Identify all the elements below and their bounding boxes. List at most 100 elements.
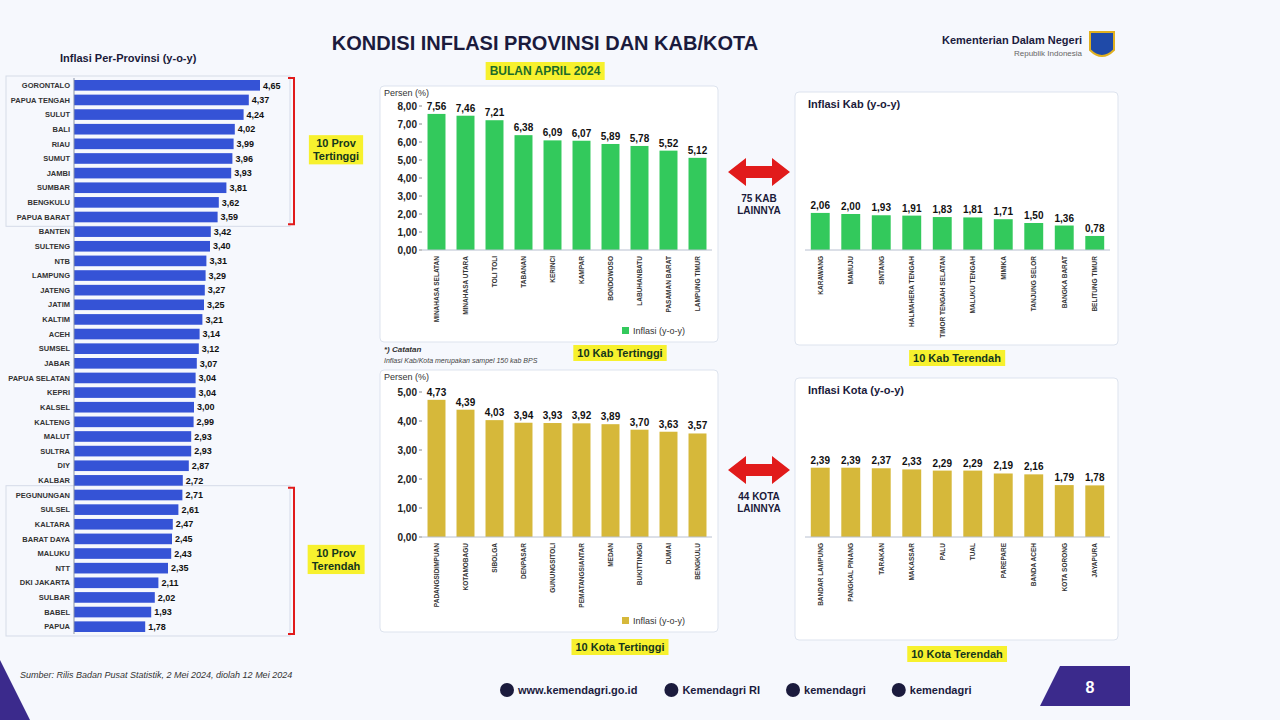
background (0, 0, 1280, 720)
data-label: 2,29 (963, 458, 983, 469)
category-label: BARAT DAYA (22, 535, 70, 544)
highlight (907, 646, 1007, 662)
data-label: 3,81 (229, 183, 247, 193)
axis-line (74, 78, 75, 634)
data-label: 2,93 (194, 432, 212, 442)
category-label: HALMAHERA TENGAH (908, 256, 915, 327)
page-number-box (1040, 666, 1130, 706)
bracket (288, 78, 294, 224)
category-label: PEGUNUNGAN (16, 491, 70, 500)
data-label: 4,65 (263, 81, 281, 91)
bar (631, 430, 649, 537)
category-label: PAPUA BARAT (17, 213, 71, 222)
link-icon (664, 683, 678, 697)
bar (74, 417, 194, 428)
bar (74, 460, 189, 471)
bars (811, 468, 1104, 537)
category-label: GORONTALO (22, 81, 70, 90)
category-label: SULBAR (39, 593, 71, 602)
data-label: 0,78 (1085, 223, 1105, 234)
tick-label: 7,00 (398, 119, 418, 130)
caption: 10 Kota Tertinggi (575, 641, 664, 653)
category-label: SIBOLGA (491, 543, 498, 573)
category-label: PAPUA TENGAH (11, 96, 70, 105)
baseline (422, 537, 712, 538)
data-label: 2,29 (933, 458, 953, 469)
bar (872, 468, 891, 537)
tick-label: 3,00 (398, 445, 418, 456)
data-label: 1,71 (994, 206, 1014, 217)
bar (74, 592, 155, 603)
category-label: RIAU (52, 140, 70, 149)
category-label: SULTRA (40, 447, 70, 456)
category-label: BABEL (44, 608, 70, 617)
bar (994, 219, 1013, 250)
data-label: 2,37 (872, 455, 892, 466)
data-label: 1,78 (148, 622, 166, 632)
bar (74, 343, 199, 354)
category-label: NTT (55, 564, 70, 573)
data-label: 4,37 (252, 95, 270, 105)
bar (602, 424, 620, 537)
category-label: LAMPUNG TIMUR (694, 256, 701, 312)
data-label: 7,21 (485, 107, 505, 118)
bar (74, 475, 183, 486)
tick-label: 4,00 (398, 173, 418, 184)
bar (74, 534, 172, 545)
data-label: 3,59 (221, 212, 239, 222)
data-label: 7,56 (427, 101, 447, 112)
caption: 10 Kab Terendah (913, 352, 1001, 364)
bar (660, 151, 678, 250)
category-label: PEMATANGSIANTAR (578, 543, 585, 608)
category-label: BANTEN (39, 227, 70, 236)
bar (1024, 223, 1043, 250)
data-label: 2,39 (811, 455, 831, 466)
data-label: 3,40 (213, 241, 231, 251)
data-label: 1,78 (1085, 472, 1105, 483)
source: Sumber: Rilis Badan Pusat Statistik, 2 M… (20, 670, 292, 680)
data-label: 4,73 (427, 387, 447, 398)
baseline (422, 250, 712, 251)
bar (74, 139, 234, 150)
slide-subtitle: BULAN APRIL 2024 (490, 64, 601, 78)
bar (602, 144, 620, 250)
category-label: PAPUA SELATAN (8, 374, 70, 383)
data-label: 3,04 (199, 373, 217, 383)
bar (1055, 226, 1074, 250)
category-label: JAMBI (47, 169, 70, 178)
tick (419, 421, 422, 422)
data-label: 2,06 (811, 200, 831, 211)
category-label: KALSEL (40, 403, 70, 412)
text-line: 10 Prov (316, 137, 357, 149)
note-title: *) Catatan (384, 345, 421, 354)
tick (419, 479, 422, 480)
data-label: 1,93 (872, 202, 892, 213)
bar (74, 329, 200, 340)
bar (74, 314, 202, 325)
tick-label: 5,00 (398, 155, 418, 166)
bar (1055, 485, 1074, 537)
bar (74, 197, 219, 208)
data-label: 1,91 (902, 203, 922, 214)
tick-label: 2,00 (398, 474, 418, 485)
data-label: 1,79 (1055, 472, 1075, 483)
bar (994, 473, 1013, 537)
page-number: 8 (1086, 679, 1095, 696)
data-label: 3,00 (197, 402, 215, 412)
category-label: DIY (57, 461, 70, 470)
tick-label: 1,00 (398, 227, 418, 238)
data-label: 2,02 (158, 593, 176, 603)
data-label: 2,93 (194, 446, 212, 456)
category-label: KERINCI (549, 256, 556, 283)
category-label: DENPASAR (520, 543, 527, 579)
tick-label: 0,00 (398, 532, 418, 543)
category-label: BALI (53, 125, 71, 134)
data-label: 3,31 (209, 256, 227, 266)
text-line: Tertinggi (313, 150, 359, 162)
tick (419, 232, 422, 233)
panel-title: Inflasi Per-Provinsi (y-o-y) (60, 52, 197, 64)
category-label: DUMAI (665, 543, 672, 564)
panel-frame (795, 378, 1118, 640)
data-label: 2,39 (841, 455, 861, 466)
panel-frame (380, 370, 718, 632)
